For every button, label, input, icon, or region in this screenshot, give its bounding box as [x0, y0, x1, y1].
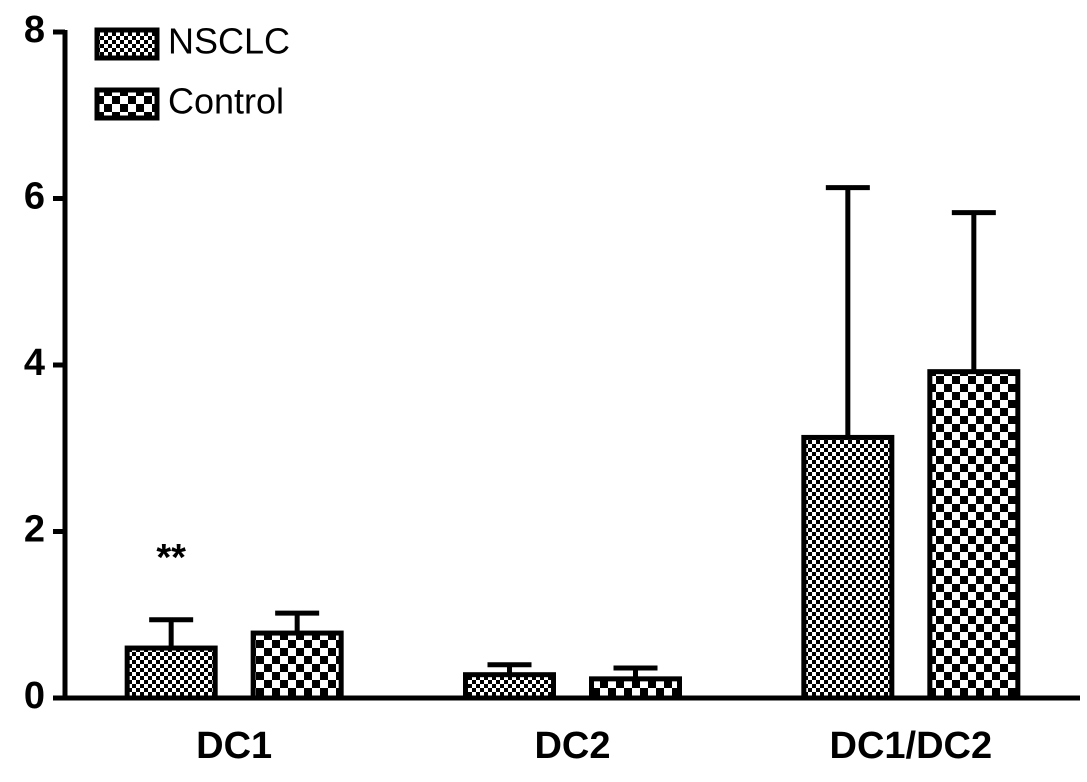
- bar: [589, 676, 682, 701]
- x-tick-label: DC2: [534, 725, 610, 767]
- bar: [927, 369, 1021, 701]
- annotation: **: [156, 537, 186, 579]
- bar: [801, 434, 895, 701]
- y-tick-label: 2: [24, 509, 45, 551]
- y-tick-label: 6: [24, 176, 45, 218]
- bar: [250, 630, 344, 701]
- x-tick-label: DC1: [196, 725, 272, 767]
- legend-label: Control: [168, 81, 284, 122]
- legend-label: NSCLC: [168, 21, 290, 62]
- legend-swatch: [94, 27, 160, 61]
- y-tick-label: 0: [24, 675, 45, 717]
- legend-swatch: [94, 87, 160, 121]
- y-tick-label: 4: [24, 342, 45, 384]
- x-tick-label: DC1/DC2: [830, 725, 993, 767]
- y-tick-label: 8: [24, 9, 45, 51]
- bar: [124, 645, 218, 701]
- bar: [463, 672, 556, 701]
